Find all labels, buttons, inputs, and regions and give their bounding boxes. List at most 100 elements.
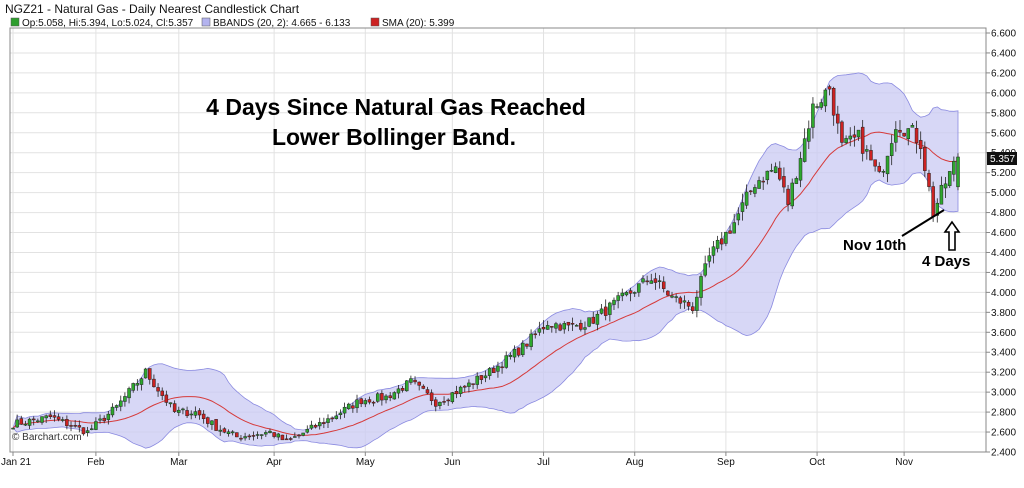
last-price-label: 5.357 bbox=[990, 154, 1015, 165]
candle bbox=[521, 340, 525, 357]
candle bbox=[860, 119, 865, 162]
candle bbox=[309, 420, 314, 430]
candle bbox=[666, 290, 670, 296]
candle bbox=[620, 288, 625, 302]
y-tick-label: 4.200 bbox=[991, 268, 1016, 279]
candle bbox=[201, 410, 206, 424]
candle bbox=[918, 131, 923, 160]
y-tick-label: 3.000 bbox=[991, 388, 1016, 399]
y-tick-label: 5.600 bbox=[991, 128, 1016, 139]
candle bbox=[44, 414, 48, 424]
candle bbox=[873, 159, 877, 172]
candle bbox=[496, 361, 500, 378]
candle bbox=[280, 434, 285, 441]
candle bbox=[218, 425, 222, 436]
candle bbox=[148, 368, 152, 385]
candle bbox=[699, 273, 703, 306]
candle bbox=[156, 383, 160, 397]
candle bbox=[172, 400, 177, 414]
candle bbox=[865, 145, 869, 160]
candle bbox=[612, 297, 616, 310]
candle bbox=[566, 321, 571, 332]
candle bbox=[533, 330, 537, 339]
x-tick-label: Aug bbox=[626, 457, 644, 468]
candle bbox=[898, 120, 902, 137]
candle bbox=[844, 135, 848, 145]
chart-title: NGZ21 - Natural Gas - Daily Nearest Cand… bbox=[5, 2, 300, 16]
candle bbox=[952, 156, 956, 182]
candle bbox=[653, 272, 658, 290]
candle bbox=[334, 411, 339, 420]
candle bbox=[802, 128, 807, 163]
y-tick-label: 6.200 bbox=[991, 68, 1016, 79]
candle bbox=[475, 372, 479, 389]
candle bbox=[247, 433, 251, 440]
candle bbox=[346, 402, 351, 410]
candle bbox=[467, 379, 471, 393]
candle bbox=[815, 103, 819, 109]
candle bbox=[483, 370, 488, 383]
candle bbox=[881, 169, 886, 178]
nov10-pointer-line bbox=[901, 209, 945, 237]
candle bbox=[371, 400, 376, 407]
candle bbox=[206, 416, 210, 428]
candle bbox=[956, 153, 960, 191]
candle bbox=[98, 414, 102, 424]
legend-swatch-ohlc bbox=[10, 17, 20, 27]
candle bbox=[119, 395, 123, 412]
candle bbox=[276, 432, 281, 441]
candle bbox=[239, 434, 243, 442]
candle bbox=[902, 132, 906, 137]
candle bbox=[554, 321, 558, 334]
legend: Op:5.058, Hi:5.394, Lo:5.024, Cl:5.357 B… bbox=[10, 17, 455, 29]
candle bbox=[682, 295, 687, 309]
candle bbox=[562, 321, 566, 334]
headline-line-2: Lower Bollinger Band. bbox=[272, 124, 516, 150]
candle bbox=[152, 374, 156, 388]
candle bbox=[384, 394, 388, 404]
candle bbox=[939, 176, 944, 205]
candle bbox=[595, 311, 600, 331]
candle bbox=[645, 275, 649, 286]
candle bbox=[690, 302, 695, 314]
candle bbox=[77, 420, 82, 433]
sma-20-line bbox=[12, 131, 959, 436]
candle bbox=[40, 416, 44, 425]
y-tick-label: 5.200 bbox=[991, 168, 1016, 179]
candle bbox=[177, 406, 181, 417]
candle bbox=[910, 123, 915, 128]
y-tick-label: 2.400 bbox=[991, 448, 1016, 459]
x-tick-label: Jan 21 bbox=[1, 457, 31, 468]
candle bbox=[579, 319, 583, 332]
candle bbox=[446, 398, 450, 406]
candle bbox=[943, 177, 948, 198]
candle bbox=[48, 410, 53, 420]
candle bbox=[678, 295, 683, 309]
candle bbox=[90, 424, 94, 431]
candle bbox=[869, 144, 873, 161]
candle bbox=[711, 240, 716, 264]
candle bbox=[545, 320, 550, 330]
candle bbox=[558, 322, 562, 332]
candle bbox=[765, 170, 770, 185]
candle bbox=[823, 88, 828, 113]
y-axis: 2.400 2.600 2.800 3.000 3.200 3.400 3.600 3.800… bbox=[986, 28, 1016, 459]
candle bbox=[492, 365, 496, 374]
candle bbox=[923, 141, 927, 178]
candle bbox=[657, 275, 662, 289]
candle bbox=[230, 430, 235, 436]
candle bbox=[235, 432, 239, 438]
x-tick-label: May bbox=[356, 457, 375, 468]
legend-sma: SMA (20): 5.399 bbox=[382, 18, 455, 29]
x-tick-label: Sep bbox=[717, 457, 735, 468]
candle bbox=[131, 382, 135, 393]
y-tick-label: 3.400 bbox=[991, 348, 1016, 359]
candle bbox=[616, 291, 620, 309]
candle bbox=[541, 320, 546, 334]
candle bbox=[529, 329, 533, 351]
candle bbox=[123, 392, 127, 407]
candle bbox=[405, 379, 409, 392]
candle bbox=[686, 300, 691, 311]
candle bbox=[661, 276, 666, 293]
candle bbox=[744, 184, 749, 209]
